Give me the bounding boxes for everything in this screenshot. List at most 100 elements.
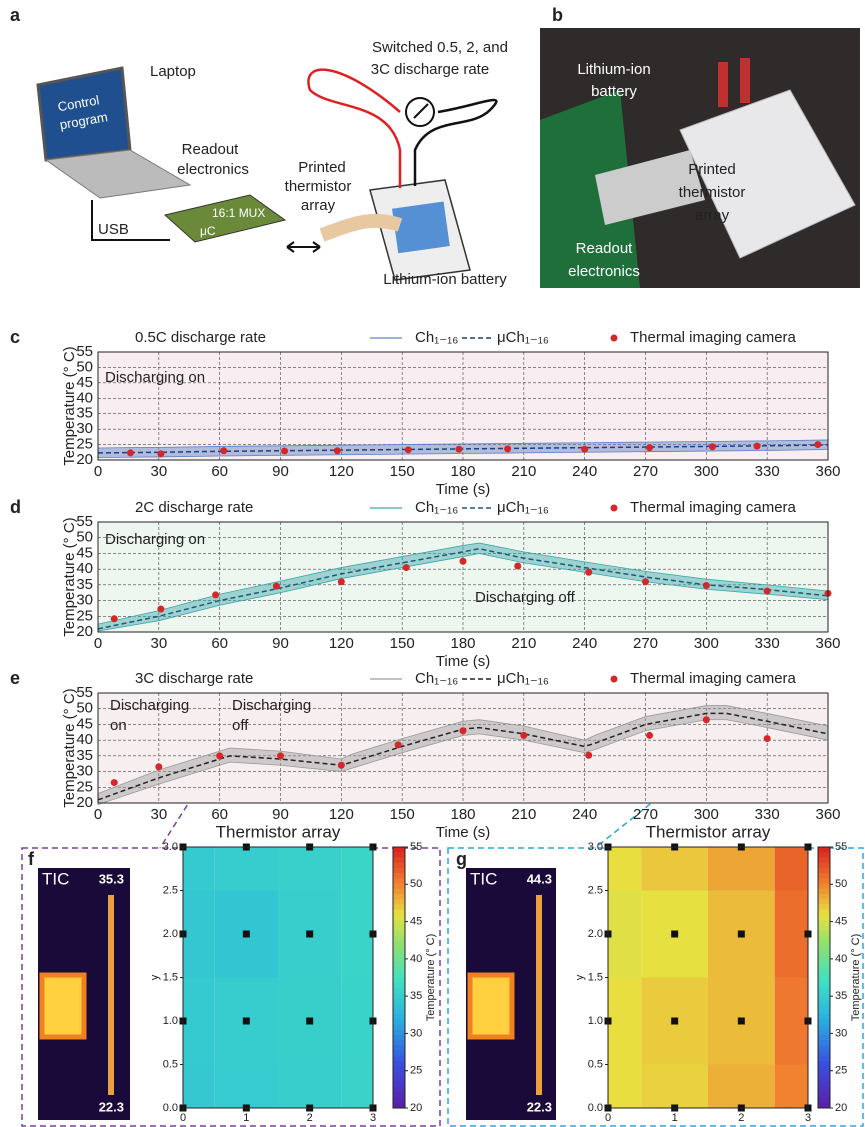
cell (708, 847, 775, 891)
colorbar-step (818, 1045, 830, 1051)
y-tick-label: 3.0 (588, 841, 603, 853)
colorbar-step (393, 1098, 405, 1104)
colorbar-step (818, 957, 830, 963)
label: Printed (298, 159, 346, 176)
y-tick-label: 50 (76, 529, 93, 546)
colorbar-tick-label: 40 (835, 953, 847, 965)
y-tick-label: 2.5 (163, 884, 178, 896)
colorbar-step (393, 998, 405, 1004)
annotation: Discharging on (105, 369, 205, 386)
figure: a Laptop Control program USB Readout ele… (0, 0, 865, 1127)
colorbar-tick-label: 35 (410, 990, 422, 1002)
point (520, 732, 527, 739)
colorbar-step (393, 951, 405, 957)
colorbar-tick-label: 45 (835, 915, 847, 927)
label: μC (200, 224, 216, 238)
panel-a: a Laptop Control program USB Readout ele… (10, 5, 508, 288)
colorbar-step (818, 1040, 830, 1046)
x-tick-label: 180 (450, 635, 475, 652)
x-tick-label: 240 (572, 635, 597, 652)
cell (341, 1065, 373, 1109)
colorbar-step (393, 1051, 405, 1057)
point (405, 446, 412, 453)
cell (641, 847, 708, 891)
colorbar-step (393, 978, 405, 984)
cell (183, 978, 215, 1065)
legend-label: Ch₁₋₁₆ (415, 329, 458, 346)
annotation: Discharging off (475, 589, 576, 606)
y-tick-label: 55 (76, 684, 93, 701)
cell (608, 1065, 641, 1109)
x-tick-label: 270 (633, 463, 658, 480)
legend-swatch (611, 335, 618, 342)
y-tick-label: 0.0 (163, 1102, 178, 1114)
y-tick-label: 0.5 (588, 1058, 603, 1070)
colorbar-step (818, 1051, 830, 1057)
panel-label: g (456, 849, 467, 869)
colorbar-step (393, 1030, 405, 1036)
y-tick-label: 45 (76, 544, 93, 561)
label: electronics (568, 263, 640, 280)
colorbar-step (393, 878, 405, 884)
chart-title: 3C discharge rate (135, 670, 253, 687)
panel-label: d (10, 497, 21, 517)
point (585, 569, 592, 576)
x-tick-label: 360 (815, 635, 840, 652)
x-tick-label: 150 (390, 635, 415, 652)
colorbar-step (818, 978, 830, 984)
x-tick-label: 210 (511, 463, 536, 480)
label: array (695, 207, 730, 224)
colorbar-step (393, 899, 405, 905)
legend-swatch (611, 505, 618, 512)
array (392, 201, 450, 253)
point (581, 446, 588, 453)
x-tick-label: 2 (307, 1112, 313, 1124)
x-tick-label: 270 (633, 806, 658, 823)
y-tick-label: 25 (76, 607, 93, 624)
colorbar-step (393, 1066, 405, 1072)
x-tick-label: 180 (450, 463, 475, 480)
sensor (671, 931, 678, 938)
x-tick-label: 240 (572, 806, 597, 823)
colorbar-tick-label: 20 (410, 1102, 422, 1114)
y-tick-label: 30 (76, 763, 93, 780)
colorbar-step (818, 988, 830, 994)
colorbar-step (393, 936, 405, 942)
point (277, 752, 284, 759)
tic-label: TIC (470, 869, 497, 888)
point (216, 752, 223, 759)
colorbar-step (393, 889, 405, 895)
colorbar-step (818, 847, 830, 853)
colorbar-step (393, 983, 405, 989)
x-tick-label: 30 (150, 806, 167, 823)
colorbar-step (393, 863, 405, 869)
label: electronics (177, 161, 249, 178)
x-tick-label: 300 (694, 635, 719, 652)
sensor (243, 931, 250, 938)
x-tick-label: 150 (390, 806, 415, 823)
y-axis-label: y (149, 974, 161, 980)
x-tick-label: 0 (605, 1112, 611, 1124)
y-tick-label: 40 (76, 560, 93, 577)
colorbar-step (818, 1030, 830, 1036)
y-tick-label: 2.5 (588, 884, 603, 896)
legend-label: Thermal imaging camera (630, 329, 797, 346)
x-tick-label: 360 (815, 806, 840, 823)
point (403, 564, 410, 571)
x-tick-label: 60 (211, 806, 228, 823)
x-tick-label: 240 (572, 463, 597, 480)
cell (341, 891, 373, 978)
colorbar-step (393, 904, 405, 910)
colorbar-step (393, 1056, 405, 1062)
colorbar-step (818, 1092, 830, 1098)
legend-label: Ch₁₋₁₆ (415, 670, 458, 687)
colorbar-step (818, 1071, 830, 1077)
label: Lithium-ion (577, 61, 650, 78)
colorbar-step (818, 852, 830, 858)
colorbar-step (393, 1019, 405, 1025)
point (764, 735, 771, 742)
panel-label: c (10, 327, 20, 347)
x-tick-label: 210 (511, 635, 536, 652)
colorbar-step (818, 899, 830, 905)
legend-label: Ch₁₋₁₆ (415, 499, 458, 516)
